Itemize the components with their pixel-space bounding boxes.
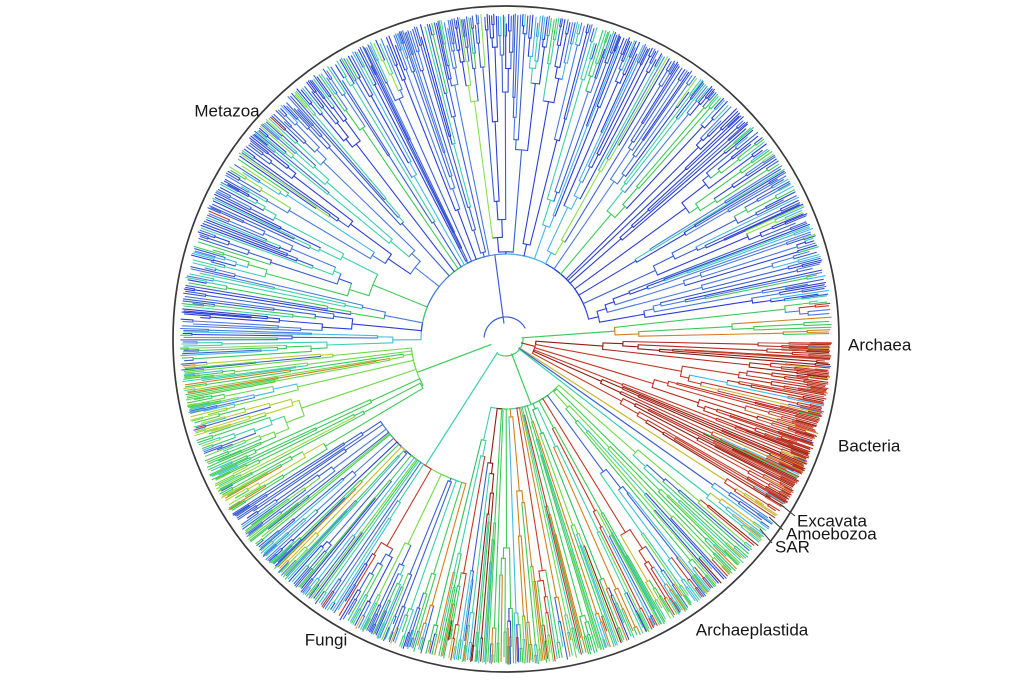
clade-label-excavata: Excavata: [797, 511, 867, 531]
clade-label-archaea: Archaea: [848, 335, 912, 355]
clade-label-archaeplastida: Archaeplastida: [695, 620, 809, 640]
clade-label-fungi: Fungi: [304, 630, 348, 650]
clade-label-amoebozoa: Amoebozoa: [786, 524, 877, 544]
clade-label-bacteria: Bacteria: [838, 436, 901, 456]
clade-label-sar: SAR: [775, 537, 810, 557]
clade-label-metazoa: Metazoa: [194, 101, 260, 121]
